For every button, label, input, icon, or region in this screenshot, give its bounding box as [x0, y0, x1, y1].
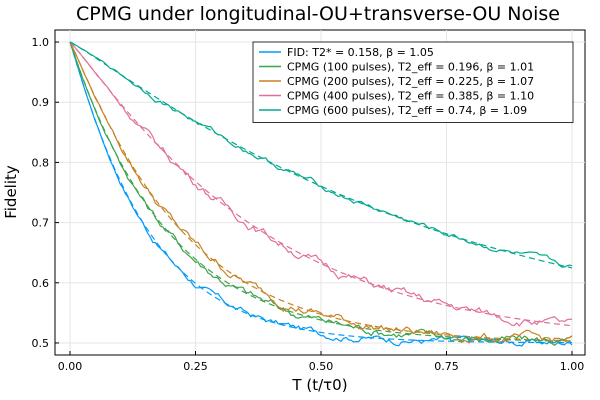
x-tick-label: 1.00	[560, 360, 585, 373]
x-tick-label: 0.50	[309, 360, 334, 373]
y-tick-label: 0.6	[32, 277, 50, 290]
legend-label-2: CPMG (200 pulses), T2_eff = 0.225, β = 1…	[287, 75, 534, 88]
series-line-1	[69, 41, 573, 346]
legend-label-4: CPMG (600 pulses), T2_eff = 0.74, β = 1.…	[287, 104, 527, 117]
y-tick-label: 0.9	[32, 96, 50, 109]
chart-title: CPMG under longitudinal-OU+transverse-OU…	[76, 3, 560, 25]
fit-curve-3	[69, 41, 573, 327]
plot-frame	[54, 29, 586, 356]
y-tick-label: 0.8	[32, 156, 50, 169]
legend-label-0: FID: T2* = 0.158, β = 1.05	[287, 46, 434, 59]
x-tick-label: 0.75	[434, 360, 459, 373]
series-line-4	[69, 41, 573, 268]
legend-label-1: CPMG (100 pulses), T2_eff = 0.196, β = 1…	[287, 61, 534, 74]
series-line-0	[69, 41, 573, 347]
y-axis-label: Fidelity	[2, 165, 20, 219]
legend: FID: T2* = 0.158, β = 1.05 CPMG (100 puls…	[252, 41, 574, 123]
x-tick-label: 0.00	[58, 360, 83, 373]
y-tick-label: 0.7	[32, 217, 50, 230]
data-curves	[69, 41, 573, 347]
series-line-2	[69, 41, 573, 344]
fit-curve-2	[69, 41, 573, 342]
y-tick-label: 1.0	[32, 36, 50, 49]
x-tick-label: 0.25	[183, 360, 208, 373]
legend-label-3: CPMG (400 pulses), T2_eff = 0.385, β = 1…	[287, 90, 534, 103]
legend-box	[252, 41, 574, 123]
series-line-3	[69, 41, 573, 327]
ticks: 0.00 0.25 0.50 0.75 1.00 0.5 0.6 0.7 0.8 0.9 1.0	[32, 36, 585, 373]
x-axis-label: T (t/τ0)	[291, 376, 347, 394]
y-tick-label: 0.5	[32, 337, 50, 350]
